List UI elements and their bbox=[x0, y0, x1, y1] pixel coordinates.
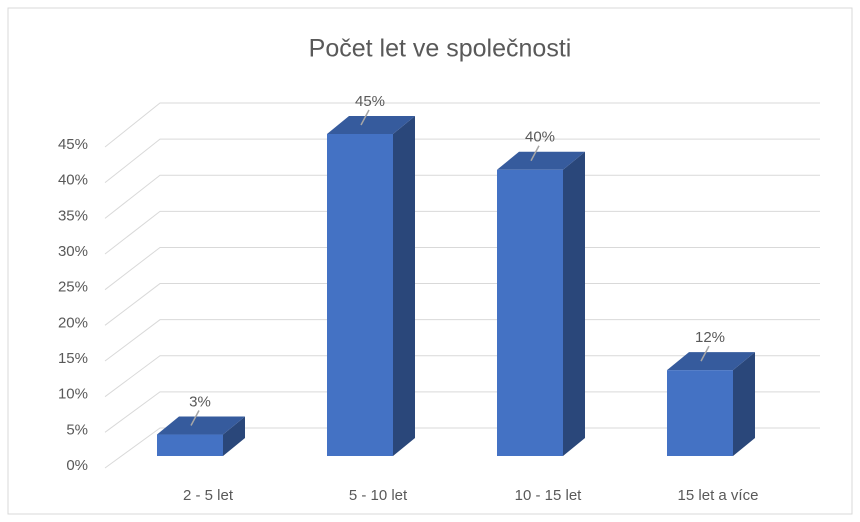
grid-line bbox=[104, 210, 820, 255]
bar-side bbox=[563, 151, 585, 456]
bar bbox=[157, 434, 223, 456]
grid-line bbox=[104, 283, 820, 326]
bar-side bbox=[223, 416, 245, 456]
grid-line bbox=[104, 319, 820, 362]
y-tick-label: 40% bbox=[58, 172, 88, 189]
y-tick-label: 10% bbox=[58, 386, 88, 403]
label-leader bbox=[700, 345, 710, 362]
x-tick-label: 5 - 10 let bbox=[349, 487, 408, 504]
grid-line bbox=[104, 246, 820, 291]
data-label: 12% bbox=[695, 329, 725, 346]
grid-line bbox=[104, 391, 820, 433]
data-label: 3% bbox=[189, 394, 211, 411]
grid-line bbox=[104, 355, 820, 398]
bar-side bbox=[733, 352, 755, 456]
y-tick-label: 0% bbox=[66, 457, 88, 474]
label-leader bbox=[190, 410, 200, 426]
bar-top bbox=[157, 416, 245, 435]
y-tick-label: 35% bbox=[58, 207, 88, 224]
y-tick-label: 30% bbox=[58, 243, 88, 260]
bar-top bbox=[327, 116, 415, 134]
data-label: 45% bbox=[355, 93, 385, 110]
x-tick-label: 10 - 15 let bbox=[515, 487, 583, 504]
bar-side bbox=[393, 116, 415, 456]
x-tick-label: 2 - 5 let bbox=[183, 487, 234, 504]
y-tick-label: 45% bbox=[58, 136, 88, 153]
y-tick-label: 20% bbox=[58, 314, 88, 331]
grid-line bbox=[104, 427, 820, 469]
label-leader bbox=[360, 109, 370, 126]
bar-top bbox=[497, 151, 585, 170]
bar bbox=[667, 370, 733, 456]
y-tick-label: 25% bbox=[58, 279, 88, 296]
y-tick-label: 5% bbox=[66, 421, 88, 438]
grid-line bbox=[104, 174, 820, 219]
bar bbox=[327, 134, 393, 456]
bar bbox=[497, 169, 563, 456]
data-label: 40% bbox=[525, 129, 555, 146]
bar-top bbox=[667, 352, 755, 371]
grid-line bbox=[104, 102, 820, 148]
chart-title: Počet let ve společnosti bbox=[309, 35, 572, 63]
y-tick-label: 15% bbox=[58, 350, 88, 367]
x-tick-label: 15 let a více bbox=[678, 487, 759, 504]
label-leader bbox=[530, 145, 540, 162]
grid-line bbox=[104, 138, 820, 184]
